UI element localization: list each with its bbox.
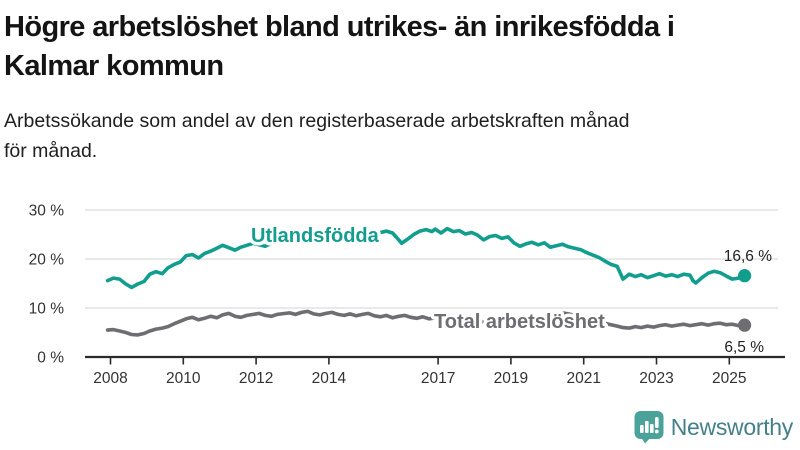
x-tick-label: 2008 [93, 370, 127, 387]
series-end-value-label: 6,5 % [724, 339, 764, 356]
series-end-value-label: 16,6 % [724, 248, 772, 265]
logo-bars [639, 417, 659, 434]
title-line-2: Kalmar kommun [4, 50, 224, 82]
x-tick-label: 2012 [239, 370, 273, 387]
series-line [105, 309, 747, 337]
y-tick-label: 0 % [37, 350, 64, 367]
series-line [105, 226, 747, 290]
subtitle-line-1: Arbetssökande som andel av den registerb… [4, 110, 630, 132]
chart-subtitle: Arbetssökande som andel av den registerb… [4, 106, 794, 166]
newsworthy-logo-icon [634, 411, 664, 444]
series-label: Utlandsfödda [251, 225, 380, 247]
x-tick-label: 2025 [712, 370, 746, 387]
x-tick-label: 2023 [639, 370, 673, 387]
y-tick-label: 30 % [29, 203, 65, 220]
header: Högre arbetslöshet bland utrikes- än inr… [0, 0, 800, 166]
subtitle-line-2: för månad. [4, 140, 98, 162]
brand-name: Newsworthy [670, 413, 794, 440]
x-tick-label: 2017 [421, 370, 455, 387]
newsworthy-logo: Newsworthy [634, 409, 793, 445]
series-label: Total arbetslöshet [434, 311, 605, 333]
x-tick-label: 2019 [494, 370, 528, 387]
x-tick-label: 2014 [312, 370, 347, 387]
x-tick-label: 2010 [166, 370, 201, 387]
title-line-1: Högre arbetslöshet bland utrikes- än inr… [4, 11, 675, 43]
x-tick-label: 2021 [566, 370, 600, 387]
page-title: Högre arbetslöshet bland utrikes- än inr… [4, 8, 794, 86]
y-tick-label: 10 % [29, 301, 65, 318]
y-tick-label: 20 % [29, 252, 65, 269]
series-end-dot [737, 269, 752, 283]
series-end-dot [737, 318, 752, 332]
